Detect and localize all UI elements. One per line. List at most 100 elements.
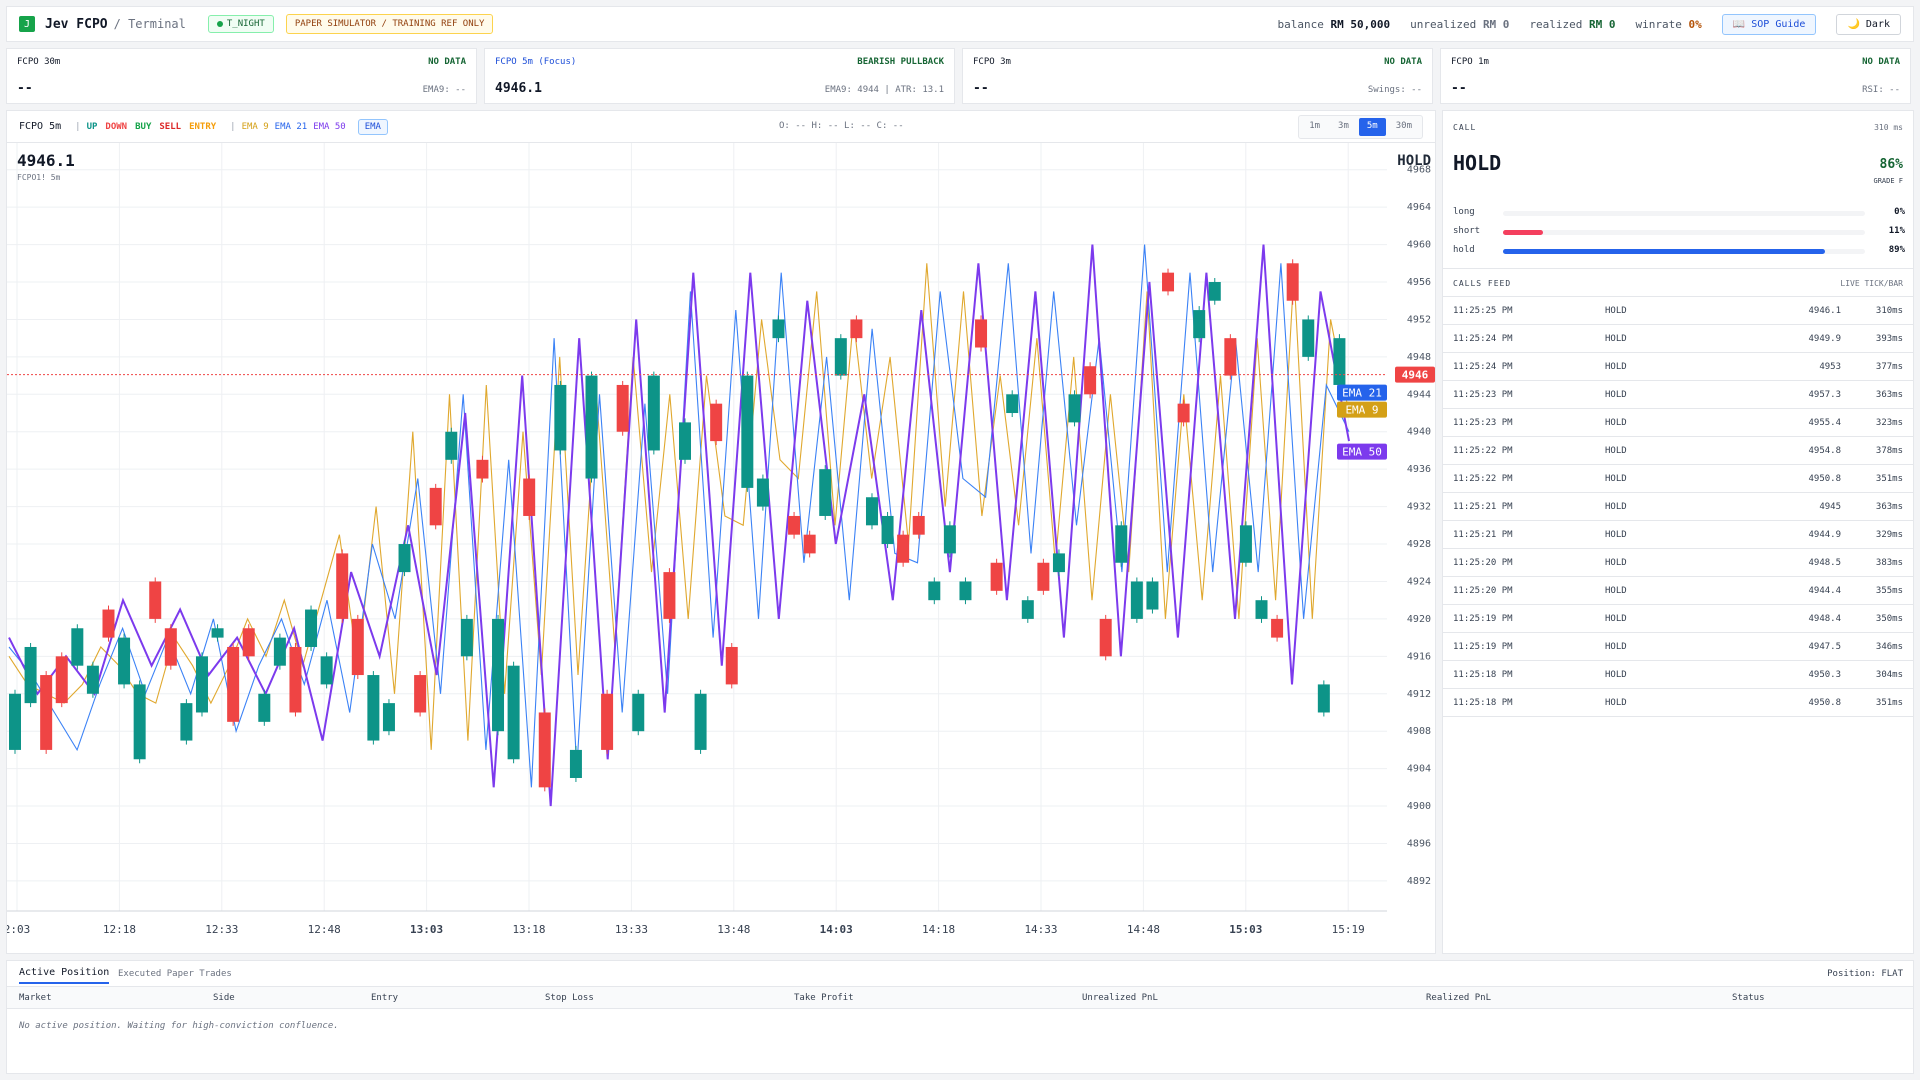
feed-row[interactable]: 11:25:22 PM HOLD 4950.8 351ms [1443,465,1913,493]
candle [9,693,21,750]
timeframe-value: -- [973,81,989,96]
candle [632,693,645,732]
price-chart[interactable]: 4892 4896 4900 4904 4908 4912 4916 4920 4924 4928… [7,143,1437,955]
status-dot-icon [216,20,223,27]
feed-time: 11:25:19 PM [1453,642,1513,652]
feed-latency: 355ms [1875,586,1903,596]
feed-row[interactable]: 11:25:19 PM HOLD 4947.5 346ms [1443,633,1913,661]
stat-label: balance [1277,17,1324,31]
feed-row[interactable]: 11:25:24 PM HOLD 4949.9 393ms [1443,325,1913,353]
candle [351,618,364,676]
candle [1006,394,1019,414]
candle [149,581,162,619]
feed-time: 11:25:22 PM [1453,446,1513,456]
feed-price: 4944.9 [1808,530,1841,540]
last-price: 4946.1 [17,151,75,170]
feed-row[interactable]: 11:25:23 PM HOLD 4957.3 363ms [1443,381,1913,409]
candle [865,497,878,526]
tf-button-30m[interactable]: 30m [1395,121,1412,131]
current-price-tag [1395,366,1435,383]
symbol-label: FCPO1! 5m [17,173,61,182]
timeframe-card[interactable]: FCPO 5m (Focus) BEARISH PULLBACK 4946.1 EMA… [484,48,955,104]
ema-toggle-button[interactable]: EMA [357,118,388,135]
stat-balance: balance RM 50,000 [1277,18,1390,31]
candle [601,693,614,750]
candle [647,375,660,451]
candle [118,637,131,685]
feed-row[interactable]: 11:25:18 PM HOLD 4950.3 304ms [1443,661,1913,689]
y-tick-label: 4896 [1407,838,1431,849]
legend-ema: EMA 50 [313,121,346,132]
feed-time: 11:25:24 PM [1453,362,1513,372]
sop-guide-button[interactable]: 📖 SOP Guide [1721,13,1817,35]
tf-button-3m[interactable]: 3m [1338,121,1349,131]
legend-ema: EMA 9 [241,121,269,132]
column-header: Realized PnL [1426,993,1492,1003]
timeframe-card[interactable]: FCPO 30m NO DATA -- EMA9: -- [6,48,477,104]
feed-row[interactable]: 11:25:18 PM HOLD 4950.8 351ms [1443,689,1913,717]
candle [242,628,255,657]
calls-feed-list: 11:25:25 PM HOLD 4946.1 310ms 11:25:24 PM HOL… [1443,297,1913,717]
column-header: Side [213,993,235,1003]
feed-signal: HOLD [1605,446,1627,456]
candle [40,675,53,750]
x-tick-label: 15:03 [1229,923,1262,936]
app-logo: J [19,16,35,32]
feed-row[interactable]: 11:25:21 PM HOLD 4945 363ms [1443,493,1913,521]
feed-row[interactable]: 11:25:25 PM HOLD 4946.1 310ms [1443,297,1913,325]
candle [414,675,427,713]
stat-value: RM 0 [1589,17,1616,31]
brand-subtitle: / Terminal [113,17,186,31]
timeframe-meta: EMA9: -- [422,85,466,95]
timeframe-status: NO DATA [1862,57,1900,67]
timeframe-card[interactable]: FCPO 1m NO DATA -- RSI: -- [1440,48,1911,104]
session-badge: T_NIGHT [207,15,274,33]
positions-table-header: Market Side Entry Stop Loss Take Profit Unrea… [7,987,1913,1009]
stat-value: RM 0 [1482,17,1510,31]
timeframe-value: 4946.1 [495,81,542,96]
legend-entry: ENTRY [189,121,217,132]
candle [928,581,941,601]
prob-label: short [1453,226,1481,236]
feed-latency: 346ms [1875,642,1903,652]
theme-toggle-button[interactable]: 🌙 Dark [1836,13,1901,35]
y-tick-label: 4936 [1407,464,1431,475]
account-stats: balance RM 50,000 unrealized RM 0 realized… [1277,18,1701,31]
feed-signal: HOLD [1605,698,1627,708]
tf-button-1m[interactable]: 1m [1309,121,1321,131]
feed-signal: HOLD [1605,418,1627,428]
feed-row[interactable]: 11:25:19 PM HOLD 4948.4 350ms [1443,605,1913,633]
prob-bar [1503,249,1865,254]
feed-signal: HOLD [1605,334,1627,344]
feed-time: 11:25:24 PM [1453,334,1513,344]
legend-ema: EMA 21 [274,121,308,132]
tab-active-position[interactable]: Active Position [19,967,110,984]
ema-tag-label: EMA 50 [1342,446,1382,459]
timeframe-value: -- [1451,81,1467,96]
candle [959,581,972,601]
legend-buy: BUY [135,121,152,132]
column-header: Status [1732,993,1765,1003]
candle [164,628,177,666]
tab-executed-trades[interactable]: Executed Paper Trades [118,969,232,979]
candle [850,319,863,339]
timeframe-card[interactable]: FCPO 3m NO DATA -- Swings: -- [962,48,1433,104]
prob-bar-fill [1503,249,1826,254]
feed-row[interactable]: 11:25:22 PM HOLD 4954.8 378ms [1443,437,1913,465]
timeframe-value: -- [17,81,33,96]
call-confidence: 86% [1879,157,1903,172]
feed-row[interactable]: 11:25:20 PM HOLD 4948.5 383ms [1443,549,1913,577]
candle [585,375,598,479]
tf-button-5m[interactable]: 5m [1358,118,1386,136]
feed-row[interactable]: 11:25:23 PM HOLD 4955.4 323ms [1443,409,1913,437]
feed-row[interactable]: 11:25:24 PM HOLD 4953 377ms [1443,353,1913,381]
feed-row[interactable]: 11:25:20 PM HOLD 4944.4 355ms [1443,577,1913,605]
x-tick-label: 14:33 [1024,923,1057,936]
candle [725,646,738,685]
candle [741,375,754,488]
y-tick-label: 4952 [1407,314,1431,325]
column-header: Entry [371,993,399,1003]
candle [1333,338,1346,385]
feed-row[interactable]: 11:25:21 PM HOLD 4944.9 329ms [1443,521,1913,549]
candle [398,544,411,573]
